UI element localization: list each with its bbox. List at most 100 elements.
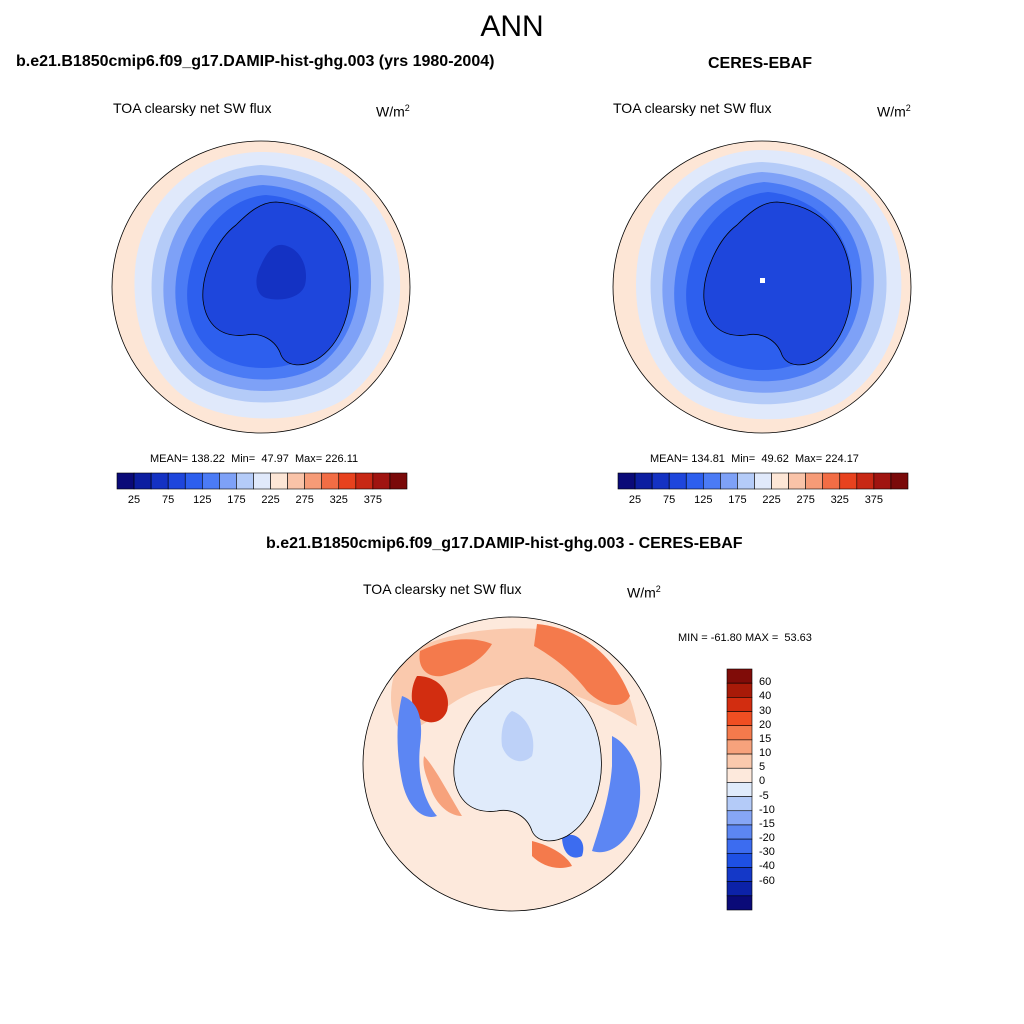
diff-colorbar-box — [726, 697, 753, 712]
obs-colorbar-box — [805, 472, 824, 490]
model-polar-map — [111, 140, 411, 434]
diff-colorbar-tick-label: -40 — [759, 860, 775, 873]
model-colorbar-box — [236, 472, 254, 490]
model-colorbar-box — [321, 472, 340, 490]
obs-colorbar-box — [634, 472, 653, 490]
model-colorbar-box — [184, 472, 203, 490]
obs-colorbar-ticks: 25 75 125 175 225 275 325 375 — [618, 494, 908, 508]
obs-units-label: W/m2 — [877, 103, 911, 120]
model-colorbar-box — [150, 472, 169, 490]
diff-colorbar-tick-label: 10 — [759, 747, 772, 760]
model-colorbar-tick-label: 375 — [363, 494, 383, 506]
diff-colorbar-box — [726, 767, 753, 783]
diff-colorbar-ticks: 60 40 30 20 15 10 5 0 -5 -10 -15 -20 -30 -40 -60 — [759, 669, 799, 910]
model-units-label: W/m2 — [376, 103, 410, 120]
obs-colorbar-box — [890, 472, 909, 490]
obs-colorbar-box — [856, 472, 875, 490]
obs-colorbar — [617, 472, 909, 490]
diff-colorbar-box — [726, 725, 753, 741]
diff-colorbar-box — [726, 881, 753, 897]
model-colorbar-box — [167, 472, 186, 490]
model-colorbar-ticks: 25 75 125 175 225 275 325 375 — [117, 494, 407, 508]
obs-colorbar-box — [668, 472, 687, 490]
model-case-title: b.e21.B1850cmip6.f09_g17.DAMIP-hist-ghg.… — [16, 53, 495, 70]
diff-colorbar-box — [726, 753, 753, 769]
model-colorbar-tick-label: 75 — [162, 494, 175, 506]
diff-range-text: MIN = -61.80 MAX = 53.63 — [678, 632, 812, 644]
model-colorbar-box — [219, 472, 237, 490]
obs-polar-map — [612, 140, 912, 434]
diff-colorbar-tick-label: -5 — [759, 789, 769, 802]
obs-stats: MEAN= 134.81 Min= 49.62 Max= 224.17 — [650, 453, 859, 465]
model-variable-label: TOA clearsky net SW flux — [113, 100, 272, 116]
diff-colorbar-box — [726, 782, 753, 797]
diff-case-title: b.e21.B1850cmip6.f09_g17.DAMIP-hist-ghg.… — [266, 535, 743, 552]
diff-colorbar-box — [726, 824, 753, 840]
obs-colorbar-box — [685, 472, 704, 490]
diff-colorbar-tick-label: 15 — [759, 732, 772, 745]
obs-colorbar-box — [617, 472, 636, 490]
obs-colorbar-box — [702, 472, 721, 490]
obs-colorbar-box — [873, 472, 892, 490]
model-colorbar-box — [389, 472, 408, 490]
obs-colorbar-tick-label: 225 — [762, 494, 781, 506]
obs-colorbar-tick-label: 125 — [694, 494, 713, 506]
obs-variable-label: TOA clearsky net SW flux — [613, 100, 772, 116]
model-colorbar-box — [201, 472, 220, 490]
diff-colorbar-box — [726, 852, 753, 868]
model-colorbar-tick-label: 275 — [295, 494, 314, 506]
model-colorbar-box — [355, 472, 374, 490]
diff-colorbar-tick-label: -15 — [759, 817, 775, 830]
diff-colorbar-tick-label: -30 — [759, 846, 775, 859]
model-colorbar-box — [372, 472, 391, 490]
diff-colorbar-tick-label: 20 — [759, 718, 772, 731]
model-colorbar-box — [270, 472, 288, 490]
model-stats: MEAN= 138.22 Min= 47.97 Max= 226.11 — [150, 453, 359, 465]
model-colorbar-tick-label: 125 — [193, 494, 212, 506]
obs-case-title: CERES-EBAF — [708, 55, 813, 72]
obs-colorbar-tick-label: 175 — [728, 494, 747, 506]
model-colorbar-box — [133, 472, 152, 490]
diff-colorbar-box — [726, 739, 753, 755]
diff-colorbar-box — [726, 668, 753, 684]
diff-colorbar-box — [726, 796, 753, 812]
diff-units-label: W/m2 — [627, 584, 661, 601]
obs-colorbar-box — [737, 472, 755, 490]
obs-colorbar-box — [839, 472, 858, 490]
obs-colorbar-box — [788, 472, 806, 490]
diff-colorbar-tick-label: 5 — [759, 761, 766, 774]
diff-colorbar-tick-label: 40 — [759, 690, 772, 703]
obs-colorbar-box — [720, 472, 738, 490]
obs-colorbar-tick-label: 75 — [663, 494, 676, 506]
model-colorbar-box — [304, 472, 323, 490]
diff-colorbar-box — [726, 810, 753, 826]
page-title: ANN — [480, 10, 544, 43]
diff-polar-map — [362, 616, 662, 912]
obs-colorbar-box — [651, 472, 670, 490]
model-colorbar-tick-label: 25 — [127, 494, 141, 506]
model-colorbar-box — [287, 472, 305, 490]
obs-colorbar-tick-label: 325 — [830, 494, 849, 506]
diff-colorbar-box — [726, 838, 753, 854]
obs-colorbar-tick-label: 25 — [628, 494, 642, 506]
model-colorbar-box — [338, 472, 357, 490]
diff-colorbar-tick-label: 60 — [759, 676, 772, 689]
model-colorbar-tick-label: 225 — [261, 494, 280, 506]
model-colorbar-tick-label: 325 — [329, 494, 348, 506]
diff-colorbar-tick-label: 30 — [759, 704, 772, 717]
diff-colorbar-box — [726, 895, 753, 911]
diff-variable-label: TOA clearsky net SW flux — [363, 581, 522, 597]
model-colorbar-box — [253, 472, 271, 490]
obs-colorbar-box — [754, 472, 772, 490]
diff-colorbar-tick-label: -60 — [759, 874, 775, 887]
diff-colorbar-box — [726, 867, 753, 882]
diff-colorbar-tick-label: 0 — [759, 775, 766, 788]
diff-colorbar-box — [726, 682, 753, 698]
model-colorbar — [116, 472, 408, 490]
obs-colorbar-box — [771, 472, 789, 490]
diff-colorbar-box — [726, 711, 753, 727]
diff-colorbar — [726, 668, 753, 911]
diff-colorbar-tick-label: -20 — [759, 832, 775, 845]
obs-colorbar-tick-label: 275 — [796, 494, 815, 506]
model-colorbar-tick-label: 175 — [227, 494, 246, 506]
